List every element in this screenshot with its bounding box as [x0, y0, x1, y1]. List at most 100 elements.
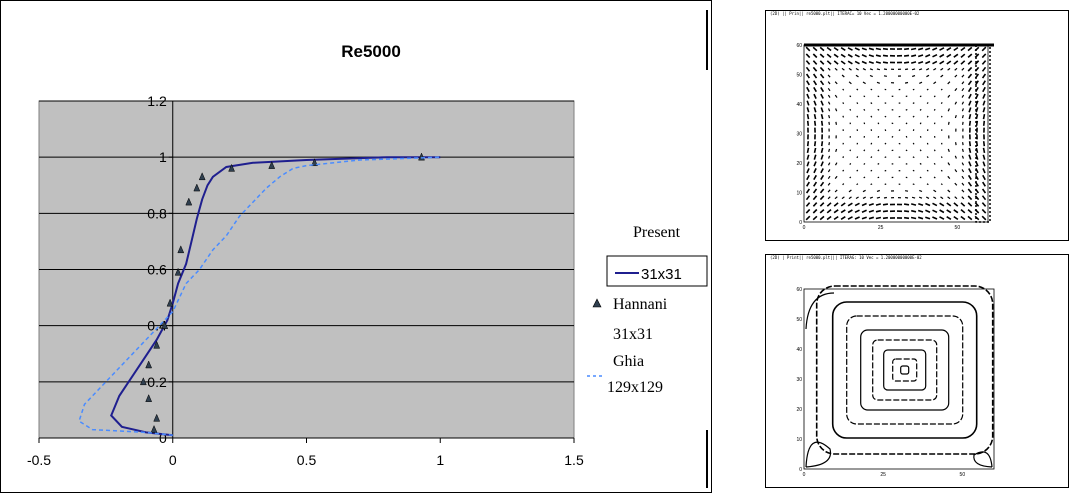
vector-arrow: [870, 76, 873, 77]
vector-arrow: [813, 54, 817, 58]
vector-arrow: [955, 169, 957, 172]
x-tick-label-3: 1: [436, 452, 444, 468]
vector-arrow: [913, 170, 914, 171]
streamline-ring: [873, 340, 937, 400]
legend-label-hannani: Hannani: [613, 296, 668, 313]
vector-arrow: [933, 210, 938, 212]
vector-arrow: [911, 55, 916, 56]
vector-arrow: [828, 183, 830, 185]
vector-arrow: [933, 69, 936, 71]
vector-arrow: [954, 54, 958, 57]
vector-arrow: [913, 116, 914, 117]
vector-arrow: [814, 101, 816, 106]
vec-y-tick-1: 10: [796, 191, 802, 197]
vector-arrow: [806, 54, 809, 58]
vector-arrow: [963, 149, 964, 152]
vector-arrow: [983, 67, 986, 71]
vector-arrow: [905, 191, 908, 192]
vector-arrow: [884, 198, 887, 199]
vector-arrow: [954, 210, 958, 213]
vector-arrow: [828, 82, 830, 84]
vector-arrow: [925, 210, 930, 212]
vector-arrow: [820, 203, 824, 207]
vector-arrow: [836, 149, 837, 152]
vector-arrow: [948, 176, 950, 178]
vector-arrow: [927, 143, 928, 145]
vector-arrow: [848, 217, 853, 219]
vector-arrow: [911, 211, 916, 212]
vector-arrow: [806, 47, 810, 51]
vector-arrow: [947, 48, 951, 51]
vector-arrow: [869, 62, 874, 64]
vector-arrow: [876, 218, 881, 219]
streamline-ring: [901, 366, 909, 374]
vector-arrow: [864, 150, 865, 151]
vector-arrow: [835, 197, 837, 199]
vector-arrow: [961, 61, 965, 64]
vector-arrow: [906, 136, 907, 138]
vector-arrow: [807, 94, 809, 99]
legend-label-ghia: Ghia: [613, 353, 644, 370]
vector-arrow: [834, 48, 838, 51]
vector-arrow: [877, 69, 880, 70]
vector-arrow: [920, 177, 921, 178]
vector-arrow: [962, 183, 964, 185]
vector-arrow: [947, 203, 951, 206]
vector-arrow: [878, 96, 879, 97]
vector-arrow: [863, 69, 866, 70]
streamlines: [806, 286, 993, 467]
vector-arrow: [871, 103, 872, 104]
vector-arrow: [927, 89, 928, 90]
vector-arrow: [871, 116, 872, 117]
vector-arrow: [829, 122, 830, 125]
str-y-tick-4: 40: [796, 347, 802, 353]
vector-arrow: [835, 190, 837, 192]
vector-arrow: [828, 176, 830, 179]
str-x-tick-2: 50: [960, 472, 966, 478]
vector-arrow: [905, 83, 908, 84]
vector-arrow: [927, 157, 928, 158]
vector-arrow: [822, 114, 823, 119]
vector-arrow: [828, 75, 830, 77]
vector-arrow: [813, 67, 816, 71]
legend-header: Present: [633, 224, 681, 241]
vector-arrow: [969, 162, 971, 167]
legend-marker-hannani: [593, 299, 601, 307]
vector-arrow: [955, 115, 956, 118]
vector-arrow: [807, 175, 809, 180]
x-tick-label-0: -0.5: [27, 452, 51, 468]
vector-arrow: [906, 150, 907, 151]
vector-arrow: [829, 163, 830, 166]
vector-arrow: [827, 203, 831, 206]
vector-arrow: [884, 69, 887, 70]
vector-arrow: [863, 190, 866, 191]
vector-arrow: [876, 204, 881, 205]
vector-arrow: [848, 203, 852, 206]
streamline-ring: [847, 316, 963, 424]
vector-arrow: [807, 182, 810, 186]
vector-arrow: [919, 190, 922, 191]
vector-arrow: [984, 141, 985, 146]
vector-arrow: [920, 150, 921, 151]
vector-arrow: [983, 94, 985, 99]
vector-arrow: [933, 197, 936, 199]
vector-arrow: [871, 184, 873, 185]
vector-arrow: [869, 204, 874, 206]
vector-arrow: [955, 102, 956, 105]
vector-arrow: [955, 75, 957, 77]
vector-arrow: [841, 54, 845, 57]
vector-arrow: [827, 210, 831, 213]
vector-arrow: [820, 67, 823, 71]
vector-arrow: [821, 175, 824, 179]
vector-arrow: [969, 108, 971, 113]
vector-arrow: [862, 217, 867, 219]
vector-arrow: [912, 76, 915, 77]
vector-arrow: [913, 103, 914, 104]
vector-arrow: [871, 170, 872, 171]
vector-arrow: [828, 88, 830, 91]
vector-arrow: [968, 67, 971, 71]
vector-arrow: [813, 203, 816, 207]
vector-arrow: [954, 61, 958, 64]
